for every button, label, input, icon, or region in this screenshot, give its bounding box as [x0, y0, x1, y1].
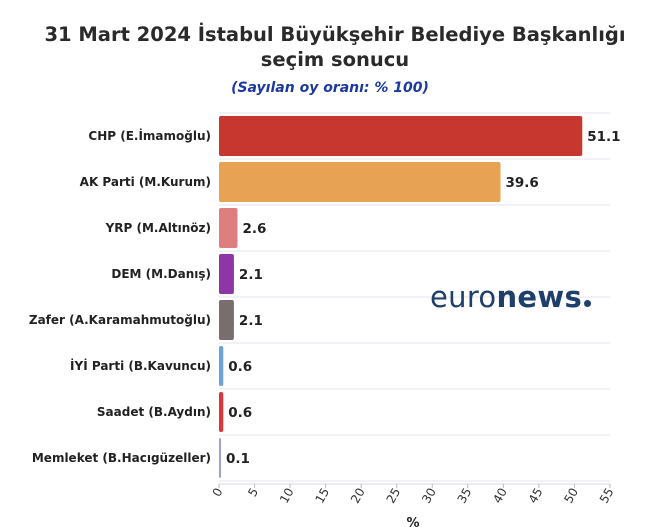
- bar: [219, 208, 238, 248]
- bar: [219, 162, 501, 202]
- category-label: CHP (E.İmamoğlu): [88, 128, 211, 143]
- value-label: 2.1: [239, 313, 263, 329]
- x-tick-label: 15: [312, 486, 332, 506]
- value-label: 0.6: [228, 405, 252, 421]
- value-label: 39.6: [506, 175, 539, 191]
- bar: [219, 254, 234, 294]
- category-label: AK Parti (M.Kurum): [80, 175, 211, 189]
- chart-subtitle: (Sayılan oy oranı: % 100): [231, 80, 429, 96]
- category-label: İYİ Parti (B.Kavuncu): [70, 358, 211, 373]
- bar: [219, 438, 221, 478]
- x-tick-label: 40: [490, 486, 510, 506]
- value-label: 2.6: [242, 221, 266, 237]
- x-tick-label: 20: [348, 486, 368, 506]
- bar: [219, 392, 224, 432]
- x-axis-label: %: [406, 516, 419, 527]
- chart-title: 31 Mart 2024 İstabul Büyükşehir Belediye…: [0, 22, 670, 72]
- bar: [219, 116, 583, 156]
- value-label: 2.1: [239, 267, 263, 283]
- x-tick-label: 5: [245, 486, 261, 500]
- category-label: Memleket (B.Hacıgüzeller): [32, 451, 211, 465]
- bar: [219, 300, 234, 340]
- value-label: 0.6: [228, 359, 252, 375]
- bar: [219, 346, 224, 386]
- chart-title-line-1: 31 Mart 2024 İstabul Büyükşehir Belediye…: [44, 23, 626, 46]
- chart-title-line-2: seçim sonucu: [260, 48, 410, 71]
- value-label: 0.1: [226, 451, 250, 467]
- category-label: Saadet (B.Aydın): [97, 405, 211, 419]
- category-label: Zafer (A.Karamahmutoğlu): [29, 313, 211, 327]
- category-label: DEM (M.Danış): [111, 267, 211, 281]
- x-tick-label: 50: [561, 486, 581, 506]
- x-tick-label: 55: [597, 486, 617, 506]
- euronews-logo: euronews: [430, 280, 592, 314]
- x-tick-label: 45: [526, 486, 546, 506]
- x-tick-label: 0: [210, 486, 226, 500]
- x-tick-label: 35: [455, 486, 475, 506]
- value-label: 51.1: [587, 129, 620, 145]
- x-tick-label: 30: [419, 486, 439, 506]
- x-tick-label: 25: [384, 486, 404, 506]
- category-label: YRP (M.Altınöz): [105, 221, 211, 235]
- x-tick-label: 10: [277, 486, 297, 506]
